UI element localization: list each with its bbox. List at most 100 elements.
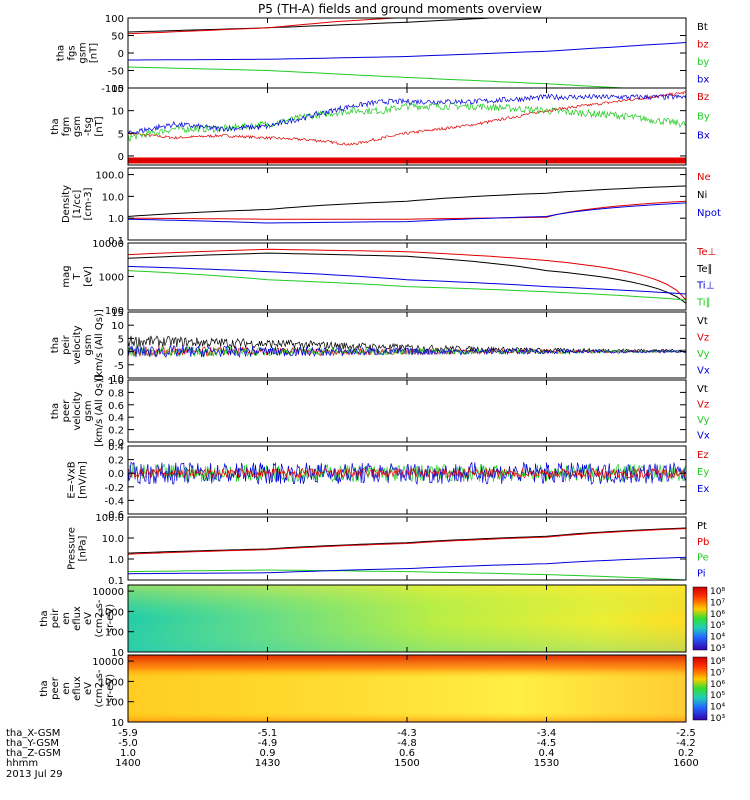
ylabel-peer_spec: (cm2-s- [94,669,105,707]
legend-density: Npot [697,208,721,219]
ytick-label: 0.4 [108,413,124,424]
xaxis-value: 1400 [115,758,140,769]
ytick-label: -100 [101,84,124,95]
legend-peerv: Vt [697,384,708,395]
ytick-label: 1000 [99,273,124,284]
xaxis-value: 0.6 [399,748,415,759]
panel-fgs: 100 50 0 -50 -100 Bt bz by bx tha fgs gsm [nT] [56,14,710,95]
panel-fgm: 15 10 5 0 Bz By Bx tha fgm gsm -tsg [nT] [50,84,710,166]
ylabel-temp: T [72,273,83,281]
ylabel-peerv: [km/s (All Qs)] [94,375,105,447]
legend-pressure: Pt [697,521,707,532]
ylabel-fgs: tha [56,45,67,61]
ylabel-peirv: tha [50,337,61,353]
xaxis-value: -5.9 [118,728,138,739]
ytick-label: 10 [111,321,124,332]
legend-fgs: bx [697,75,709,86]
ylabel-peirv: [km/s (All Qs)] [94,309,105,381]
series-peirv-Vx [128,345,686,358]
legend-fgs: by [697,57,709,68]
legend-fgs: bz [697,40,709,51]
ylabel-peerv: tha [50,403,61,419]
legend-pressure: Pb [697,537,709,548]
series-peirv-Vt [128,335,686,354]
ylabel-peer_spec: eflux [72,676,83,701]
ytick-label: 100.0 [95,171,124,182]
legend-peerv: Vx [697,431,710,442]
ytick-label: 50 [111,32,124,43]
series-fgs-by [128,66,633,88]
ylabel-peer_spec: eV [83,682,94,695]
panel-frame [127,87,687,166]
ylabel-peerv: gsm [83,400,94,421]
xaxis-value: -3.4 [537,728,557,739]
series-efield-Ez [128,467,686,479]
ylabel-peir_spec: tha [39,610,50,626]
ytick-label: 1.0 [108,376,124,387]
colorbar-tick: 10⁴ [710,633,725,643]
ylabel-fgm: -tsg [83,117,94,136]
ylabel-peer_spec: tha [39,680,50,696]
legend-peirv: Vx [697,366,710,377]
ytick-label: -0.6 [104,510,124,521]
ytick-label: 10 [111,718,124,729]
colorbar-tick: 10⁶ [710,610,725,620]
ytick-label: 10 [111,648,124,659]
xaxis-value: 1430 [255,758,280,769]
date-label: 2013 Jul 29 [6,769,63,780]
ytick-label: 10 [111,107,124,118]
panel-peerv: 1.00.8 0.60.4 0.20.0 Vt Vz Vy Vx tha peer velocit… [50,375,710,449]
panel-frame [127,379,687,443]
legend-density: Ne [697,172,711,183]
series-density-Ni [128,185,686,217]
legend-pressure: Pe [697,553,709,564]
legend-fgm: Bx [697,131,710,142]
xaxis-value: 0.9 [260,748,276,759]
ytick-label: 10000 [92,587,124,598]
panel-temp: 10000 1000 100 Te⊥ Te∥ Ti⊥ Ti∥ mag T [eV] [61,239,716,317]
ytick-label: 5 [118,334,124,345]
colorbar-tick: 10⁸ [710,587,725,597]
legend-density: Ni [697,190,707,201]
panel-frame [127,167,687,241]
ytick-label: 0.4 [108,442,124,453]
ytick-label: 10.0 [102,192,124,203]
ylabel-density: Density [61,185,72,223]
colorbar-tick: 10⁸ [710,657,725,667]
series-fgs-bz [128,18,404,35]
ytick-label: 100 [105,628,124,639]
xaxis-value: -4.8 [397,738,417,749]
ytick-label: 100 [105,306,124,317]
ytick-label: -10 [108,374,124,385]
series-density-Npot [128,202,686,224]
series-fgm-Bx [128,93,686,135]
ylabel-peer_spec: en [61,682,72,695]
ytick-label: 0.1 [108,236,124,247]
xaxis-row-label: hhmm [6,758,38,769]
panel-peirv: 15 10 5 0 -5 -10 Vt Vz Vy Vx tha peir velocity gsm [km… [50,308,710,385]
xaxis-value: -4.3 [397,728,417,739]
series-temp-Te∥ [128,252,686,304]
xaxis-row-label: tha_Z-GSM [6,748,61,759]
ytick-label: 15 [111,308,124,319]
legend-peerv: Vz [697,400,709,411]
ytick-label: 0.2 [108,426,124,437]
xaxis-value: -5.1 [258,728,278,739]
legend-peirv: Vt [697,316,708,327]
ylabel-fgm: tha [50,118,61,134]
series-temp-Te⊥ [128,248,686,301]
legend-peerv: Vy [697,415,710,426]
ylabel-pressure: Pressure [67,527,78,570]
ytick-label: 1.0 [108,214,124,225]
series-fgs-bx [128,42,686,61]
ylabel-density: [1/cc] [72,190,83,219]
legend-fgm: Bz [697,92,709,103]
ytick-label: 15 [111,84,124,95]
ylabel-peir_spec: en [61,612,72,625]
legend-temp: Te∥ [696,264,713,275]
legend-fgm: By [697,111,710,122]
series-pressure-Pe [128,569,686,580]
spectrogram-overlay [128,585,686,652]
